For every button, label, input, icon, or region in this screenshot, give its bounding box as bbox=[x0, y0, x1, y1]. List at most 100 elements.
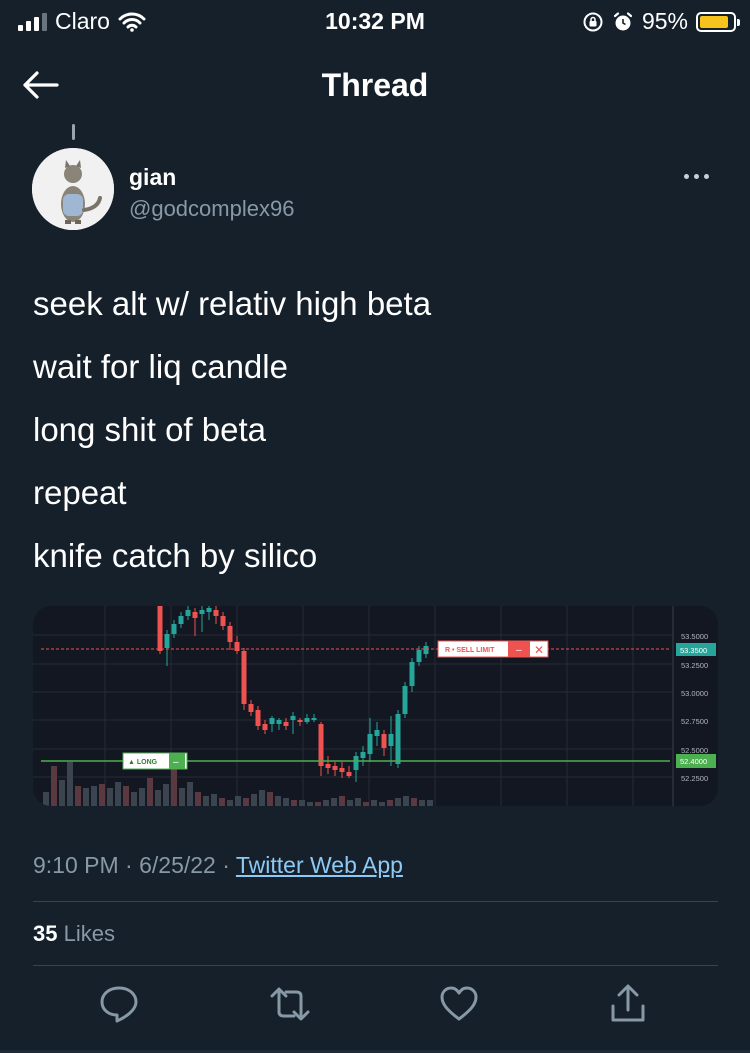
candle-body bbox=[290, 716, 296, 720]
volume-bar bbox=[235, 796, 241, 806]
author-name[interactable]: gian bbox=[129, 164, 177, 190]
arrow-left-icon bbox=[23, 71, 59, 99]
volume-bar bbox=[227, 800, 233, 806]
tweet-actions bbox=[0, 982, 750, 1032]
candle-body bbox=[318, 724, 324, 766]
volume-bar bbox=[259, 790, 265, 806]
candle-body bbox=[241, 651, 247, 704]
candle-body bbox=[367, 734, 373, 754]
candle-body bbox=[297, 720, 303, 722]
tweet-time: 9:10 PM bbox=[33, 852, 119, 878]
volume-bar bbox=[219, 798, 225, 806]
volume-bar bbox=[363, 802, 369, 806]
volume-bar bbox=[83, 788, 89, 806]
reply-button[interactable] bbox=[97, 982, 141, 1026]
more-options-icon[interactable] bbox=[684, 168, 714, 184]
candle-body bbox=[381, 734, 387, 748]
wifi-icon bbox=[118, 12, 146, 32]
candles bbox=[157, 606, 429, 782]
status-right: 95% bbox=[582, 8, 740, 35]
like-button[interactable] bbox=[437, 982, 481, 1026]
price-tick: 52.5000 bbox=[681, 746, 708, 755]
volume-bar bbox=[251, 794, 257, 806]
volume-bar bbox=[419, 800, 425, 806]
divider bbox=[33, 965, 718, 966]
volume-bar bbox=[107, 788, 113, 806]
candle-body bbox=[171, 624, 177, 634]
retweet-icon bbox=[270, 987, 310, 1021]
volume-bar bbox=[403, 796, 409, 806]
cat-avatar-icon bbox=[32, 148, 114, 230]
back-button[interactable] bbox=[20, 69, 60, 101]
status-bar: Claro 10:32 PM 95% bbox=[0, 0, 750, 40]
volume-bar bbox=[291, 800, 297, 806]
reply-icon bbox=[100, 986, 138, 1023]
status-left: Claro bbox=[18, 8, 146, 35]
volume-bar bbox=[147, 778, 153, 806]
volume-bar bbox=[43, 792, 49, 806]
candle-body bbox=[304, 718, 310, 722]
close-icon[interactable]: ✕ bbox=[534, 643, 544, 657]
candle-body bbox=[234, 642, 240, 651]
price-tick: 53.2500 bbox=[681, 661, 708, 670]
volume-bar bbox=[211, 794, 217, 806]
candle-body bbox=[388, 734, 394, 746]
volume-bar bbox=[387, 800, 393, 806]
candlestick-chart: R • SELL LIMIT – ✕ ▲ LONG – 53.5000 53.2… bbox=[33, 606, 716, 806]
carrier-name: Claro bbox=[55, 8, 110, 34]
volume-bar bbox=[155, 790, 161, 806]
price-tick: 53.0000 bbox=[681, 689, 708, 698]
author-handle[interactable]: @godcomplex96 bbox=[129, 196, 295, 221]
svg-text:–: – bbox=[516, 645, 522, 656]
candle-body bbox=[157, 606, 163, 651]
candle-body bbox=[213, 610, 219, 616]
candle-body bbox=[199, 610, 205, 614]
candle-body bbox=[346, 772, 352, 776]
volume-bar bbox=[339, 796, 345, 806]
candle-body bbox=[262, 724, 268, 730]
volume-bar bbox=[283, 798, 289, 806]
likes-count: 35 bbox=[33, 921, 58, 946]
sell-limit-price-tag: 53.3500 bbox=[680, 646, 707, 655]
volume-bar bbox=[195, 792, 201, 806]
candle-body bbox=[416, 650, 422, 662]
candle-body bbox=[332, 766, 338, 770]
candle-body bbox=[423, 646, 429, 654]
avatar[interactable] bbox=[32, 148, 114, 230]
volume-bar bbox=[51, 766, 57, 806]
share-button[interactable] bbox=[606, 982, 650, 1026]
candle-body bbox=[164, 634, 170, 648]
candle-body bbox=[255, 710, 261, 726]
cellular-signal-icon bbox=[18, 12, 47, 31]
volume-bar bbox=[67, 762, 73, 806]
candle-body bbox=[402, 686, 408, 714]
volume-bar bbox=[427, 800, 433, 806]
volume-bar bbox=[163, 784, 169, 806]
rotation-lock-icon bbox=[583, 12, 603, 31]
candle-body bbox=[220, 616, 226, 626]
tweet-media-chart[interactable]: R • SELL LIMIT – ✕ ▲ LONG – 53.5000 53.2… bbox=[33, 606, 718, 806]
volume-bar bbox=[395, 798, 401, 806]
likes-count-row[interactable]: 35 Likes bbox=[33, 921, 115, 947]
candle-body bbox=[227, 626, 233, 642]
tweet-source-link[interactable]: Twitter Web App bbox=[235, 852, 403, 878]
status-time: 10:32 PM bbox=[325, 8, 425, 34]
share-icon bbox=[611, 984, 645, 1022]
retweet-button[interactable] bbox=[268, 982, 312, 1026]
volume-bar bbox=[179, 788, 185, 806]
tweet-line: repeat bbox=[33, 474, 127, 511]
price-tick: 52.2500 bbox=[681, 774, 708, 783]
volume-bar bbox=[131, 792, 137, 806]
volume-bar bbox=[115, 782, 121, 806]
candle-body bbox=[178, 616, 184, 624]
svg-text:–: – bbox=[173, 757, 179, 768]
volume-bar bbox=[59, 780, 65, 806]
candle-body bbox=[374, 730, 380, 736]
candle-body bbox=[409, 662, 415, 686]
volume-bar bbox=[411, 798, 417, 806]
price-axis: 53.5000 53.2500 53.0000 52.7500 52.5000 … bbox=[676, 632, 716, 783]
long-tag[interactable]: ▲ LONG – bbox=[122, 752, 188, 770]
candle-body bbox=[353, 756, 359, 770]
sell-limit-tag[interactable]: R • SELL LIMIT – ✕ bbox=[437, 640, 549, 658]
long-price-tag: 52.4000 bbox=[680, 757, 707, 766]
